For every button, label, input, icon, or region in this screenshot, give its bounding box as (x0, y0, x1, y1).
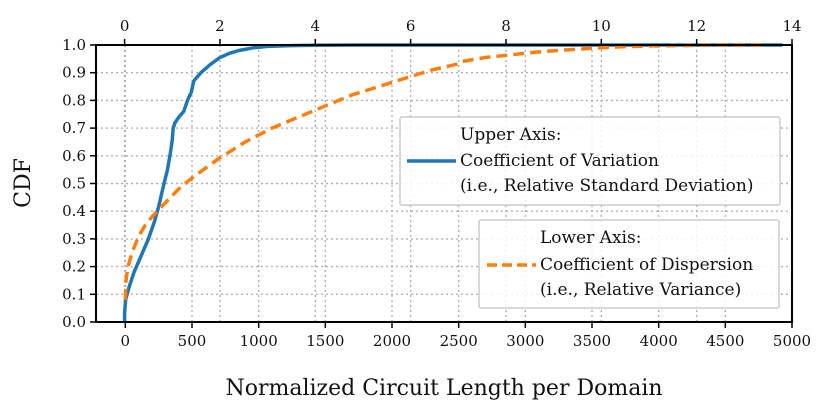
legend-lower-note: (i.e., Relative Variance) (540, 280, 741, 300)
x-top-tick-label: 10 (592, 17, 611, 35)
legend-upper-note: (i.e., Relative Standard Deviation) (460, 176, 753, 196)
y-tick-label: 1.0 (62, 36, 86, 54)
left-axis: 0.0 0.1 0.2 0.3 0.4 0.5 0.6 0.7 0.8 0.9 1.0 (62, 36, 96, 331)
y-tick-label: 0.1 (62, 285, 86, 303)
legend-upper-heading: Upper Axis: (460, 125, 561, 145)
y-tick-label: 0.7 (62, 119, 86, 137)
legend-lower-box (478, 219, 780, 309)
top-axis: 0 2 4 6 8 10 12 14 (120, 17, 802, 45)
y-tick-label: 0.4 (62, 202, 86, 220)
x-bottom-tick-label: 0 (121, 332, 131, 350)
x-top-tick-label: 2 (215, 17, 225, 35)
x-top-tick-label: 8 (501, 17, 511, 35)
y-tick-label: 0.2 (62, 258, 86, 276)
y-tick-label: 0.0 (62, 313, 86, 331)
legend-upper: Upper Axis: Coefficient of Variation (i.… (399, 116, 781, 206)
x-bottom-tick-label: 1500 (306, 332, 344, 350)
y-tick-label: 0.6 (62, 147, 86, 165)
x-top-tick-label: 12 (687, 17, 706, 35)
x-top-tick-label: 14 (782, 17, 801, 35)
bottom-axis: 0 500 1000 1500 2000 2500 3000 3500 4000 4500 5000 (121, 322, 811, 350)
x-bottom-tick-label: 2500 (440, 332, 478, 350)
legend-lower: Lower Axis: Coefficient of Dispersion (i… (478, 219, 780, 309)
legend-lower-label: Coefficient of Dispersion (540, 255, 753, 275)
legend-upper-box (399, 116, 781, 206)
legend-upper-label: Coefficient of Variation (460, 151, 659, 171)
y-axis-label: CDF (11, 158, 36, 208)
y-tick-label: 0.5 (62, 175, 86, 193)
x-bottom-tick-label: 500 (178, 332, 207, 350)
x-bottom-tick-label: 5000 (773, 332, 811, 350)
x-bottom-tick-label: 3000 (506, 332, 544, 350)
x-bottom-tick-label: 3500 (573, 332, 611, 350)
legend-lower-heading: Lower Axis: (540, 228, 641, 248)
x-top-tick-label: 6 (406, 17, 416, 35)
y-tick-label: 0.3 (62, 230, 86, 248)
x-axis-label: Normalized Circuit Length per Domain (225, 376, 662, 401)
y-tick-label: 0.8 (62, 91, 86, 109)
x-bottom-tick-label: 4000 (640, 332, 678, 350)
x-bottom-tick-label: 4500 (706, 332, 744, 350)
series-line-coefficient-of-dispersion (123, 43, 763, 300)
x-bottom-tick-label: 1000 (240, 332, 278, 350)
x-top-tick-label: 4 (311, 17, 321, 35)
x-top-tick-label: 0 (120, 17, 130, 35)
x-bottom-tick-label: 2000 (373, 332, 411, 350)
y-tick-label: 0.9 (62, 64, 86, 82)
